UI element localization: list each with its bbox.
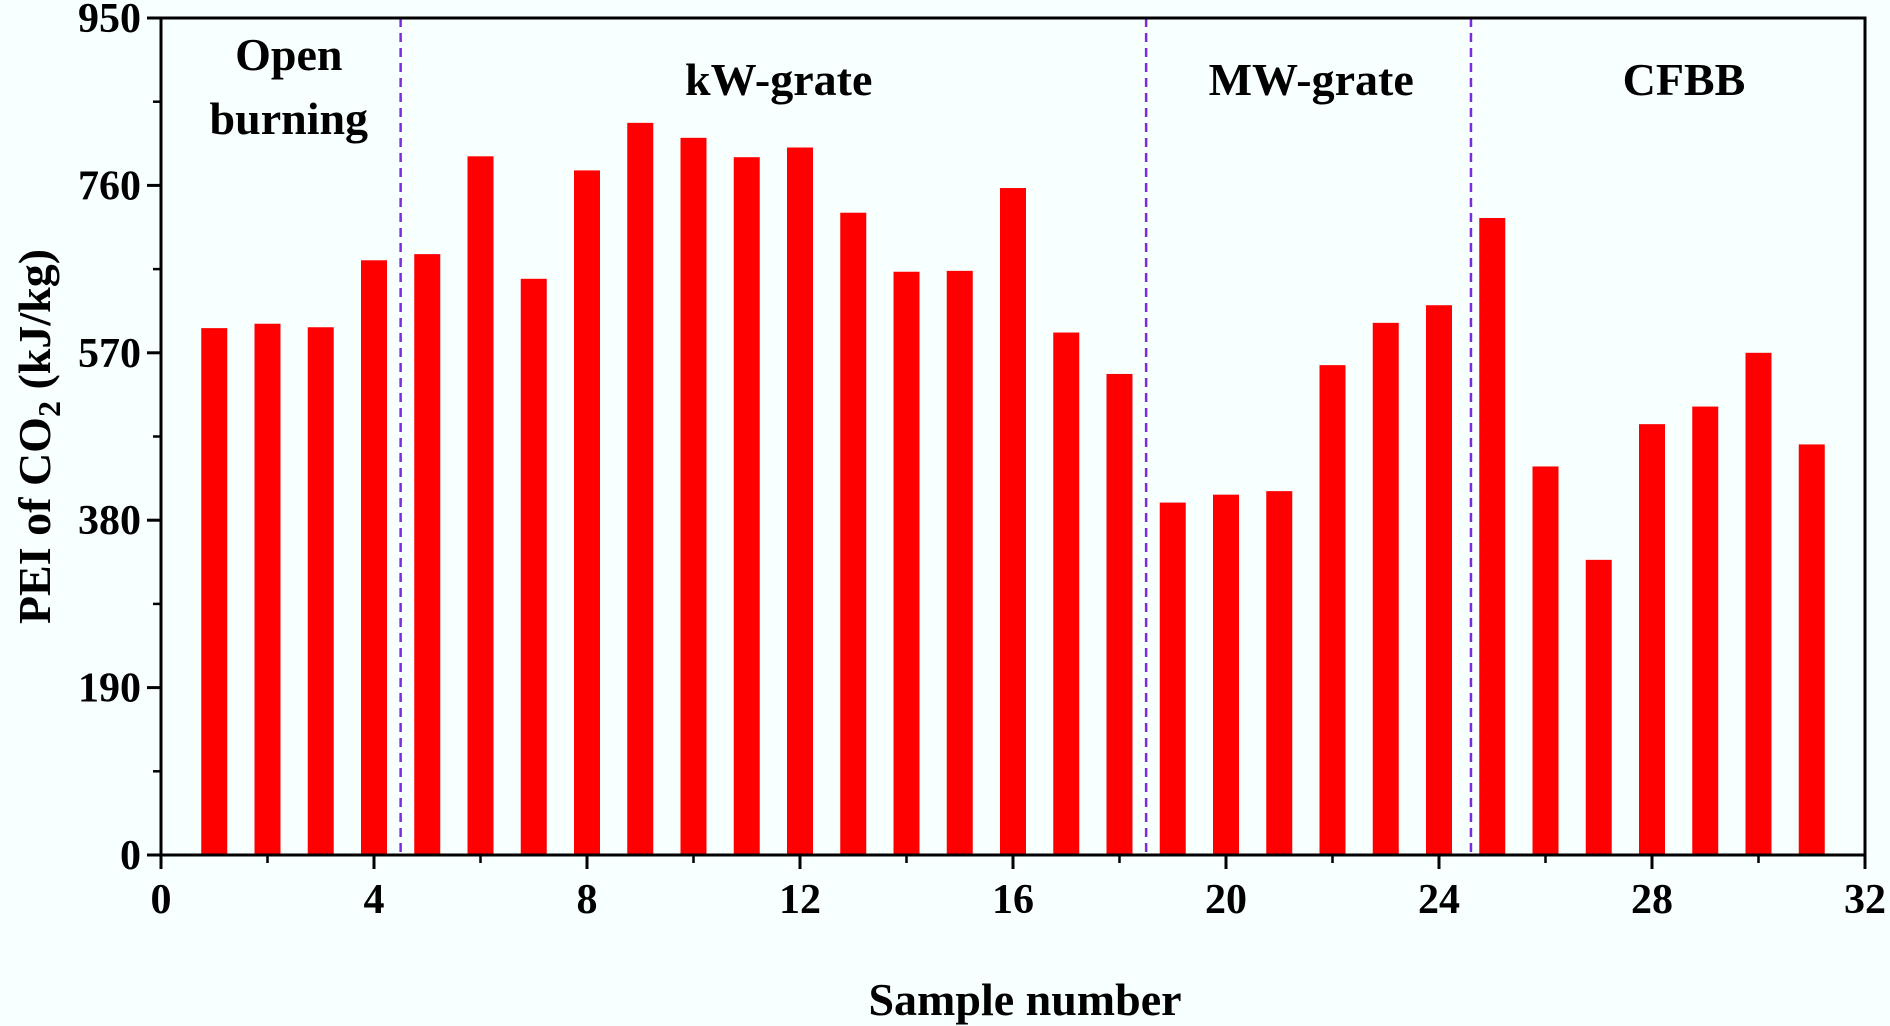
x-tick-label: 4 xyxy=(364,877,385,923)
bars-group xyxy=(201,122,1825,856)
bar-sample-2 xyxy=(254,323,281,856)
bar-sample-23 xyxy=(1372,322,1399,855)
bar-sample-29 xyxy=(1692,406,1719,855)
section-label-1: Open xyxy=(235,29,342,80)
x-tick-label: 0 xyxy=(151,877,172,923)
y-tick-label: 0 xyxy=(120,833,141,879)
y-tick-label: 380 xyxy=(78,498,141,544)
y-tick-label: 760 xyxy=(78,163,141,209)
bar-sample-24 xyxy=(1426,305,1452,855)
bar-sample-13 xyxy=(840,212,867,855)
bar-sample-17 xyxy=(1053,332,1080,856)
y-tick-label: 950 xyxy=(78,0,141,42)
x-tick-label: 24 xyxy=(1418,877,1460,923)
bar-sample-12 xyxy=(787,147,813,855)
bar-sample-28 xyxy=(1639,424,1665,855)
sections-group: Open burning kW-grate MW-grate CFBB xyxy=(210,29,1746,144)
x-tick-label: 32 xyxy=(1844,877,1886,923)
bar-sample-19 xyxy=(1159,502,1186,855)
bar-sample-1 xyxy=(201,328,228,856)
bar-sample-31 xyxy=(1798,444,1825,855)
x-axis-title: Sample number xyxy=(868,974,1181,1025)
bar-sample-11 xyxy=(733,157,760,856)
x-tick-label: 28 xyxy=(1631,877,1673,923)
bar-sample-30 xyxy=(1745,352,1772,855)
y-tick-label: 190 xyxy=(78,666,141,712)
section-label-4: CFBB xyxy=(1623,54,1746,105)
bar-sample-3 xyxy=(307,327,334,855)
bar-sample-15 xyxy=(946,270,973,856)
x-tick-label: 20 xyxy=(1205,877,1247,923)
section-label-1: burning xyxy=(210,93,369,144)
y-axis-title: PEI of CO2 (kJ/kg) xyxy=(9,249,67,624)
dividers-group xyxy=(399,18,1473,855)
bar-sample-10 xyxy=(680,137,707,856)
bar-sample-18 xyxy=(1106,373,1133,855)
bar-sample-7 xyxy=(520,278,547,855)
x-tick-label: 16 xyxy=(992,877,1034,923)
bar-sample-5 xyxy=(414,254,441,856)
labels-group: Sample number PEI of CO2 (kJ/kg) xyxy=(9,249,1182,1025)
bar-sample-25 xyxy=(1479,217,1506,855)
bar-sample-9 xyxy=(627,122,654,855)
x-tick-label: 8 xyxy=(577,877,598,923)
bar-sample-16 xyxy=(1000,188,1026,855)
y-tick-label: 570 xyxy=(78,331,141,377)
bar-sample-6 xyxy=(467,156,494,855)
bar-sample-22 xyxy=(1319,365,1346,855)
bar-sample-8 xyxy=(574,170,600,855)
section-label-2: kW-grate xyxy=(685,54,872,105)
bar-sample-21 xyxy=(1266,491,1293,855)
bar-sample-4 xyxy=(361,260,387,856)
bar-sample-14 xyxy=(893,271,920,855)
section-label-3: MW-grate xyxy=(1209,54,1414,105)
bar-sample-20 xyxy=(1213,494,1239,855)
ticks-group: 0 4 8 12 16 20 24 28 32 0 190 380 570 760 950 xyxy=(78,0,1886,923)
bar-sample-26 xyxy=(1532,466,1559,855)
bar-sample-27 xyxy=(1585,559,1612,855)
x-tick-label: 12 xyxy=(779,877,821,923)
